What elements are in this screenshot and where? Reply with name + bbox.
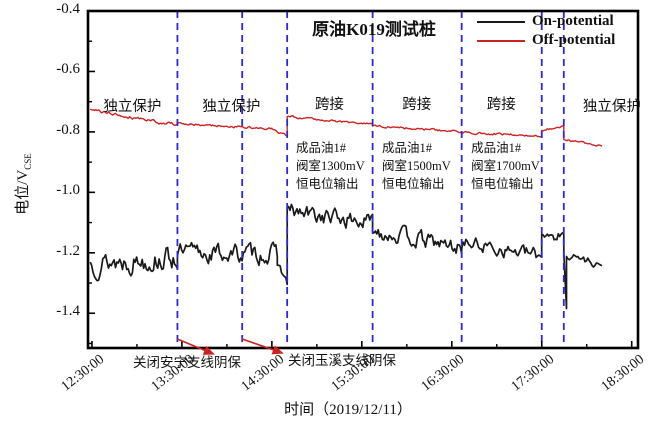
event-arrow (177, 338, 215, 355)
axis-box (86, 9, 640, 350)
annotation-line: 阀室1300mV (296, 159, 365, 173)
y-tick-label: -1.4 (56, 303, 80, 320)
legend-swatch-line (477, 20, 525, 23)
y-tick-label: -0.6 (56, 61, 80, 78)
annotation-line: 成品油1# (471, 141, 522, 155)
y-axis-label-text: 电位/V (15, 169, 31, 215)
y-axis-label-subscript: CSE (23, 153, 33, 170)
y-tick-label: -0.4 (56, 1, 80, 17)
y-tick-label: -0.8 (56, 121, 80, 138)
region-label: 跨接 (486, 97, 516, 113)
region-label: 独立保护 (103, 99, 162, 115)
region-label: 独立保护 (202, 99, 261, 115)
event-arrow (241, 338, 284, 355)
event-label: 关闭玉溪支线阴保 (288, 353, 396, 368)
region-label: 跨接 (314, 97, 344, 113)
y-tick-label: -1.2 (56, 242, 80, 259)
legend-label: Off-potential (532, 32, 616, 48)
legend-item: On-potential (477, 12, 615, 31)
annotation-block: 成品油1# 阀室1500mV 恒电位输出 (382, 139, 451, 193)
annotation-block: 成品油1# 阀室1700mV 恒电位输出 (471, 139, 540, 193)
region-label: 独立保护 (582, 99, 641, 115)
region-label: 跨接 (402, 97, 432, 113)
event-label: 关闭安宁支线阴保 (133, 355, 241, 370)
annotation-line: 恒电位输出 (471, 177, 534, 191)
legend: On-potential Off-potential (477, 12, 615, 50)
y-tick-label: -1.0 (56, 182, 80, 199)
annotation-line: 恒电位输出 (296, 177, 359, 191)
annotation-line: 成品油1# (382, 141, 433, 155)
x-axis-label: 时间（2019/12/11） (284, 402, 412, 418)
legend-item: Off-potential (477, 31, 615, 50)
annotation-line: 阀室1700mV (471, 159, 540, 173)
chart-title: 原油K019测试桩 (312, 20, 436, 39)
legend-swatch-line (477, 39, 525, 42)
annotation-line: 成品油1# (296, 141, 347, 155)
annotation-block: 成品油1# 阀室1300mV 恒电位输出 (296, 139, 365, 193)
annotation-line: 阀室1500mV (382, 159, 451, 173)
y-axis-label: 电位/VCSE (11, 99, 33, 269)
legend-label: On-potential (532, 13, 614, 29)
annotation-line: 恒电位输出 (382, 177, 445, 191)
series-on-potential (89, 203, 603, 310)
